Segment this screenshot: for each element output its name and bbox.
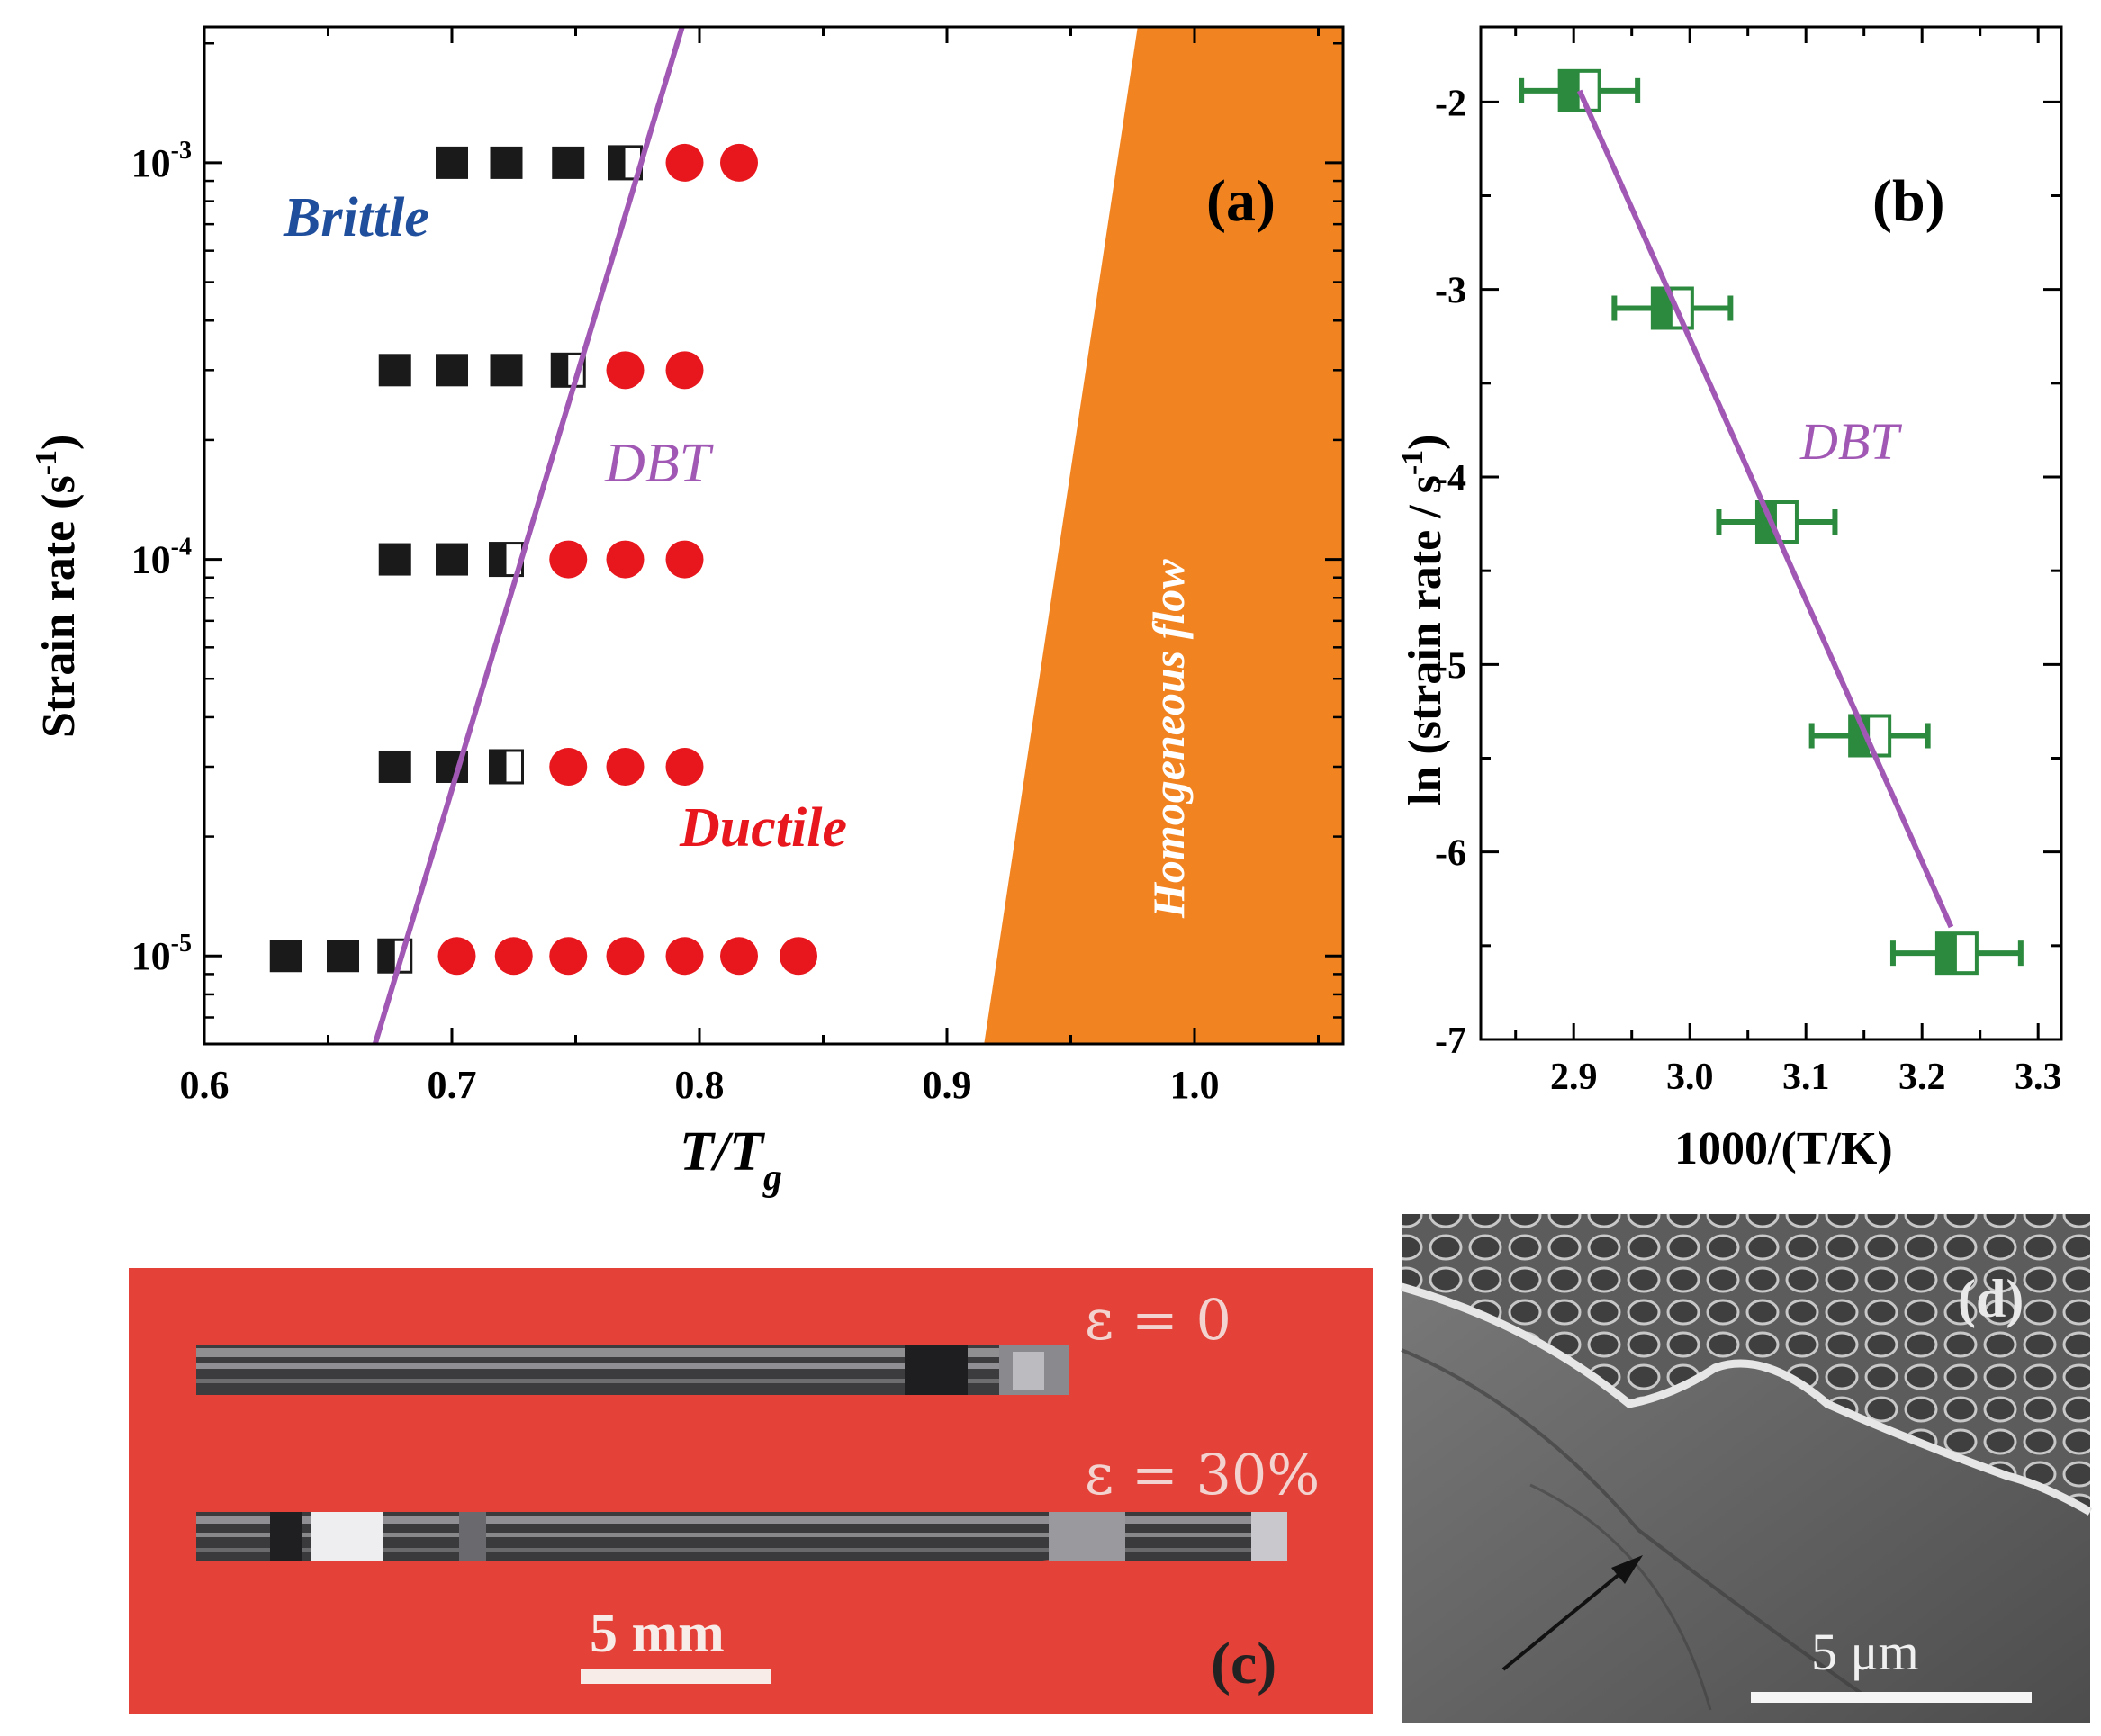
y-tick-label-a: 10-5 xyxy=(131,930,192,978)
brittle-marker xyxy=(490,146,523,179)
brittle-marker xyxy=(436,146,468,179)
ductile-marker xyxy=(665,143,704,182)
x-tick-label-b: 3.1 xyxy=(1782,1057,1830,1098)
brittle-marker xyxy=(490,354,523,387)
ductile-marker xyxy=(665,540,704,579)
ductile-marker xyxy=(665,937,704,976)
y-tick-label-a: 10-3 xyxy=(131,137,192,185)
photo-c-background xyxy=(129,1268,1373,1714)
brittle-marker xyxy=(327,940,359,973)
panel-c-photo: ε = 0 ε = 30% 5 mm (c) xyxy=(129,1268,1373,1714)
ductile-marker xyxy=(549,937,588,976)
specimen-strained xyxy=(196,1512,1287,1561)
panel-d-sem-image: (d) 5 μm xyxy=(1400,1214,2093,1723)
panel-a-frame xyxy=(203,25,1345,1046)
ductile-label: Ductile xyxy=(679,797,847,859)
data-marker-fill xyxy=(1756,502,1777,542)
y-tick-label-b: -7 xyxy=(1435,1021,1466,1062)
dbt-marker-fill xyxy=(609,146,626,179)
dbt-fit-line xyxy=(1576,89,1954,929)
brittle-label: Brittle xyxy=(283,187,429,248)
x-tick-label-a: 0.9 xyxy=(923,1063,972,1107)
brittle-marker xyxy=(378,750,411,783)
ductile-marker xyxy=(549,540,588,579)
y-tick-label-a: 10-4 xyxy=(131,534,192,582)
dbt-label-b: DBT xyxy=(1799,412,1902,471)
x-tick-label-b: 3.0 xyxy=(1666,1057,1714,1098)
dbt-marker-fill xyxy=(378,940,395,973)
y-tick-label-b: -2 xyxy=(1435,83,1466,124)
scale-bar-c xyxy=(581,1669,771,1684)
homogeneous-flow-label: Homogeneous flow xyxy=(1143,559,1194,919)
panel-a-label: (a) xyxy=(1206,168,1276,234)
dbt-label-a: DBT xyxy=(604,433,715,494)
y-tick-label-b: -4 xyxy=(1435,458,1466,499)
ductile-marker xyxy=(720,143,758,182)
y-tick-label-b: -5 xyxy=(1435,645,1466,687)
x-tick-label-a: 0.8 xyxy=(675,1063,725,1107)
brittle-marker xyxy=(436,354,468,387)
panel-b-frame xyxy=(1479,25,2063,1041)
scale-bar-c-label: 5 mm xyxy=(590,1603,725,1664)
data-marker-fill xyxy=(1652,288,1673,328)
ductile-marker xyxy=(720,937,758,976)
strain-zero-label: ε = 0 xyxy=(1085,1287,1231,1353)
brittle-marker xyxy=(378,354,411,387)
y-tick-label-b: -3 xyxy=(1435,271,1466,312)
ductile-marker xyxy=(606,540,645,579)
x-tick-label-b: 2.9 xyxy=(1550,1057,1598,1098)
panel-b-ylabel: ln (strain rate / s-1) xyxy=(1396,435,1451,806)
x-tick-label-a: 0.6 xyxy=(180,1063,230,1107)
dbt-marker-fill xyxy=(490,543,507,576)
panel-a-xlabel: T/Tg xyxy=(680,1121,782,1199)
x-tick-label-a: 0.7 xyxy=(428,1063,477,1107)
homogeneous-flow-region xyxy=(984,27,1343,1044)
brittle-marker xyxy=(378,543,411,576)
panel-b-label: (b) xyxy=(1872,168,1945,234)
dbt-marker-fill xyxy=(490,750,507,783)
scale-bar-d xyxy=(1751,1692,2032,1703)
ductile-marker xyxy=(780,937,817,976)
brittle-marker xyxy=(436,543,468,576)
sem-arrow-head xyxy=(1611,1555,1643,1584)
ductile-marker xyxy=(606,937,645,976)
data-marker-fill xyxy=(1936,933,1957,974)
ductile-marker xyxy=(665,747,704,786)
ductile-marker xyxy=(606,747,645,786)
x-tick-label-b: 3.2 xyxy=(1898,1057,1946,1098)
scale-bar-d-label: 5 μm xyxy=(1811,1623,1919,1681)
dbt-marker-fill xyxy=(552,354,569,387)
dbt-line-a xyxy=(372,26,685,1045)
x-tick-label-a: 1.0 xyxy=(1170,1063,1220,1107)
data-marker-fill xyxy=(1559,70,1580,111)
sem-arrow xyxy=(1501,1564,1631,1671)
strain-thirty-label: ε = 30% xyxy=(1085,1442,1320,1507)
data-marker-fill xyxy=(1850,715,1871,756)
specimen-unstrained xyxy=(196,1345,1069,1395)
ductile-marker xyxy=(494,937,533,976)
y-tick-label-b: -6 xyxy=(1435,833,1466,875)
panel-b-plot: 2.9 3.0 3.1 3.2 3.3 -2 -3 -4 -5 -6 -7 (b) DBT ln (… xyxy=(1396,25,2063,1174)
ductile-marker xyxy=(606,351,645,390)
panel-c-label: (c) xyxy=(1211,1631,1276,1696)
ductile-marker xyxy=(549,747,588,786)
brittle-marker xyxy=(269,940,302,973)
brittle-marker xyxy=(552,146,585,179)
x-tick-label-b: 3.3 xyxy=(2015,1057,2062,1098)
panel-d-label: (d) xyxy=(1958,1269,2024,1328)
ductile-marker xyxy=(437,937,476,976)
panel-a-plot: 0.6 0.7 0.8 0.9 1.010-310-410-5 (a) Brittle … xyxy=(30,25,1345,1199)
panel-b-xlabel: 1000/(T/K) xyxy=(1674,1123,1893,1174)
ductile-marker xyxy=(665,351,704,390)
panel-a-ylabel: Strain rate (s-1) xyxy=(30,435,85,738)
